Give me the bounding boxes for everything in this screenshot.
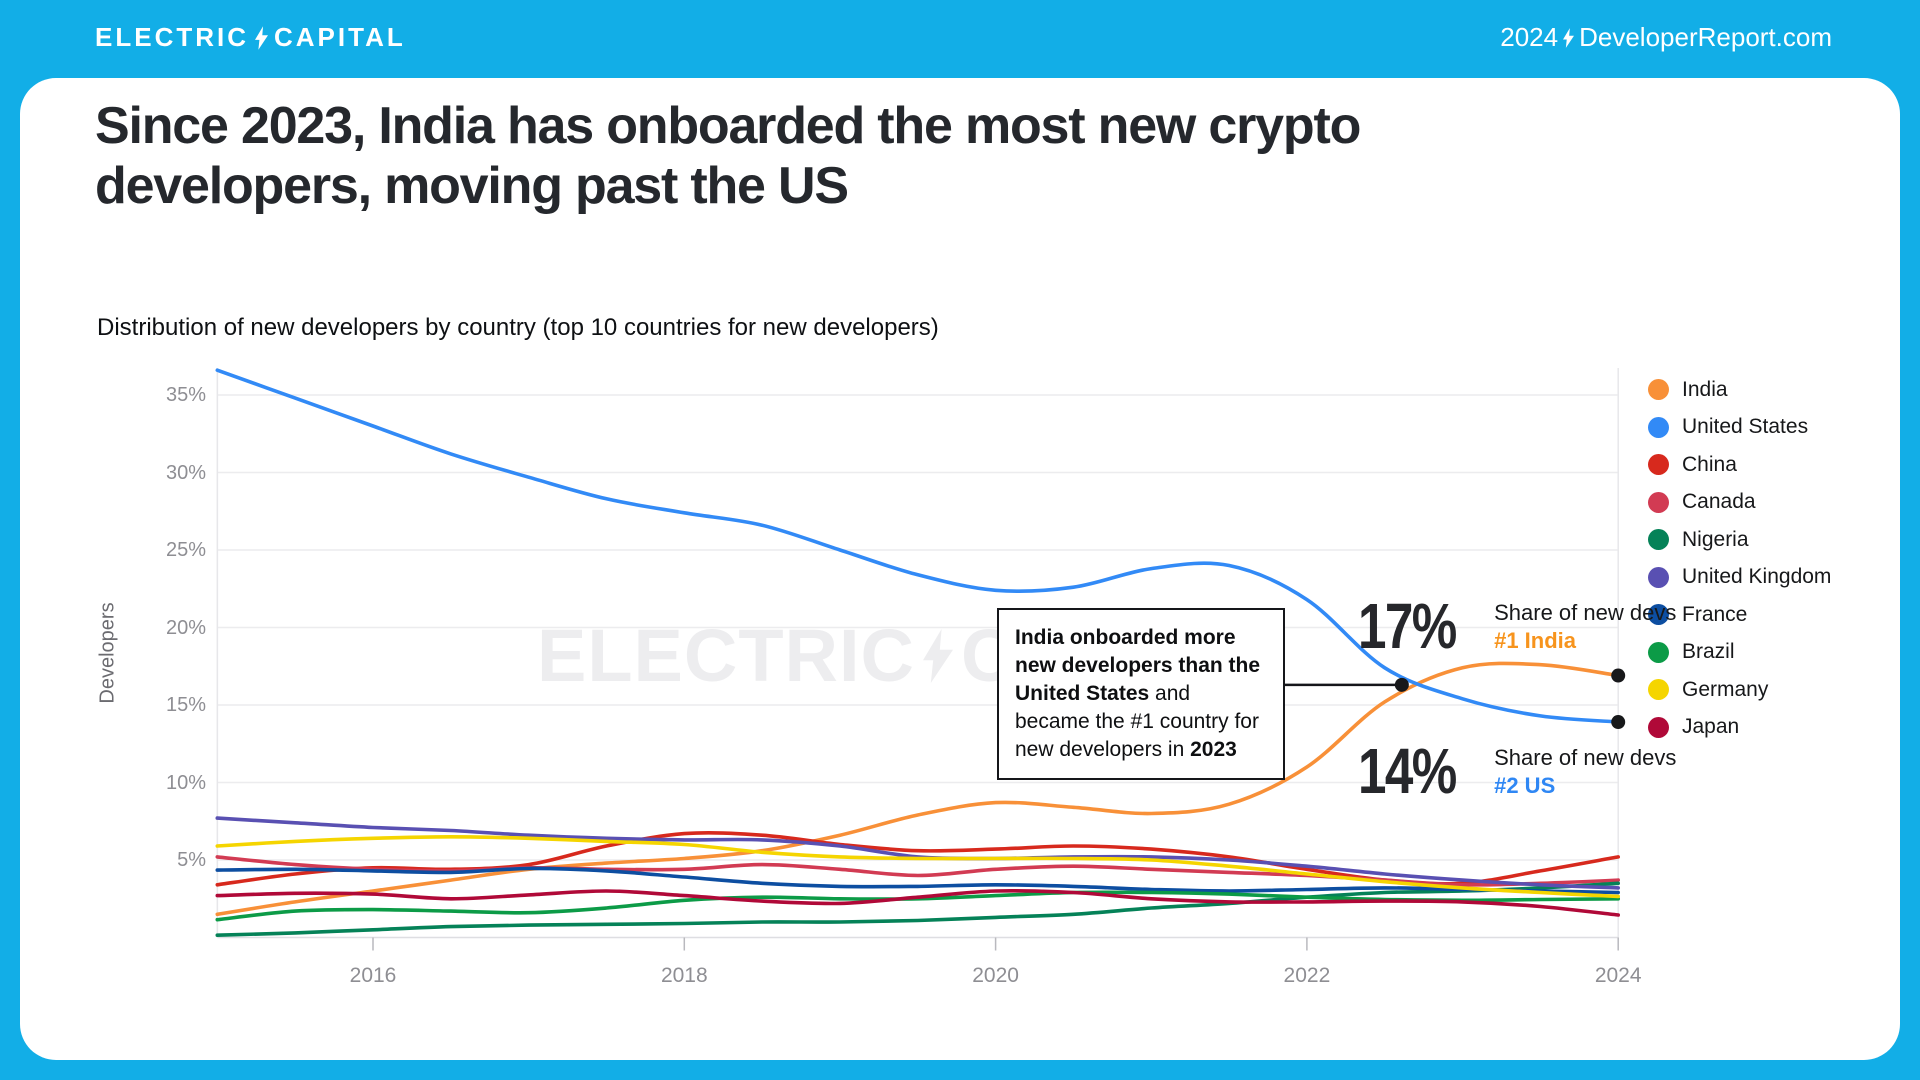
legend-item-united-states[interactable]: United States [1648, 415, 1831, 438]
legend-label: United Kingdom [1682, 565, 1832, 588]
legend-label: Canada [1682, 490, 1756, 513]
callout-us-rank: #2 US [1494, 773, 1556, 798]
legend-label: Germany [1682, 677, 1769, 701]
legend-label: China [1682, 452, 1737, 476]
lightning-bolt-icon [1563, 27, 1575, 49]
top-bar: ELECTRIC CAPITAL 2024 DeveloperReport.co… [0, 0, 1920, 78]
callout-india-label: Share of new devs [1494, 600, 1677, 625]
logo-word-capital: CAPITAL [274, 22, 406, 52]
legend-color-dot [1648, 566, 1669, 588]
legend-label: Nigeria [1682, 527, 1749, 551]
chart-subtitle: Distribution of new developers by countr… [97, 314, 939, 341]
legend-color-dot [1648, 379, 1669, 400]
y-axis-title: Developers [96, 602, 119, 704]
series-line-india [215, 661, 1620, 917]
legend-item-canada[interactable]: Canada [1648, 490, 1831, 513]
series-line-germany [215, 834, 1620, 899]
x-tick-label: 2020 [972, 964, 1019, 987]
callout-india-value: 17% [1358, 590, 1457, 662]
legend-color-dot [1648, 454, 1669, 475]
legend-item-china[interactable]: China [1648, 452, 1831, 476]
data-point-dot [1611, 668, 1626, 683]
legend-item-france[interactable]: France [1648, 602, 1831, 626]
annotation-box: India onboarded more new developers than… [997, 608, 1285, 780]
series-line-japan [215, 888, 1620, 917]
legend-color-dot [1648, 641, 1669, 663]
legend-item-brazil[interactable]: Brazil [1648, 640, 1831, 663]
x-tick-label: 2018 [660, 964, 708, 987]
annotation-text-year: 2023 [1190, 738, 1237, 761]
page-title: Since 2023, India has onboarded the most… [95, 97, 1361, 215]
legend-label: France [1682, 602, 1748, 626]
legend-item-germany[interactable]: Germany [1648, 677, 1831, 701]
y-tick-label: 5% [177, 849, 206, 871]
callout-india: 17% Share of new devs #1 India [1358, 590, 1677, 662]
data-point-dot [1611, 715, 1626, 730]
x-tick-label: 2016 [349, 964, 397, 987]
series-line-nigeria [215, 881, 1620, 937]
legend-color-dot [1648, 491, 1669, 513]
y-tick-label: 30% [165, 461, 206, 484]
legend-item-nigeria[interactable]: Nigeria [1648, 527, 1831, 551]
x-tick-label: 2022 [1283, 964, 1331, 987]
series-line-united-states [215, 368, 1620, 724]
legend-color-dot [1648, 529, 1669, 550]
y-tick-label: 15% [165, 694, 206, 716]
legend-label: United States [1682, 415, 1809, 438]
legend-item-united-kingdom[interactable]: United Kingdom [1648, 565, 1832, 588]
report-year: 2024 [1500, 22, 1559, 52]
legend-color-dot [1648, 716, 1669, 738]
lightning-bolt-icon [923, 628, 953, 684]
callout-us-label: Share of new devs [1494, 745, 1677, 770]
lightning-bolt-icon [255, 25, 268, 50]
data-point-dot [1394, 677, 1409, 692]
callout-india-rank: #1 India [1494, 628, 1577, 653]
legend-label: Japan [1682, 715, 1740, 738]
callout-us-value: 14% [1358, 735, 1457, 807]
legend-label: India [1682, 377, 1728, 401]
legend-item-india[interactable]: India [1648, 377, 1831, 401]
y-tick-label: 20% [165, 616, 206, 639]
legend-label: Brazil [1682, 640, 1735, 663]
chart-legend: India United States China Canada Nigeria Unit… [1648, 377, 1832, 738]
y-tick-label: 25% [165, 539, 206, 561]
legend-color-dot [1648, 604, 1669, 625]
annotation-text-regular: and became the #1 country for new develo… [1015, 682, 1259, 761]
y-tick-label: 10% [165, 771, 206, 794]
legend-item-japan[interactable]: Japan [1648, 715, 1831, 738]
annotation-text-bold: India onboarded more new developers than… [1015, 626, 1261, 705]
series-line-united-kingdom [215, 816, 1620, 890]
report-site: DeveloperReport.com [1579, 22, 1832, 52]
logo-word-electric: ELECTRIC [95, 22, 249, 52]
x-tick-label: 2024 [1594, 964, 1642, 987]
electric-capital-logo: ELECTRIC CAPITAL [95, 22, 406, 53]
series-line-france [215, 866, 1620, 895]
callout-us: 14% Share of new devs #2 US [1358, 735, 1677, 807]
developer-report-link[interactable]: 2024 DeveloperReport.com [1500, 22, 1832, 53]
legend-color-dot [1648, 679, 1669, 700]
y-tick-label: 35% [165, 384, 206, 406]
legend-color-dot [1648, 416, 1669, 438]
